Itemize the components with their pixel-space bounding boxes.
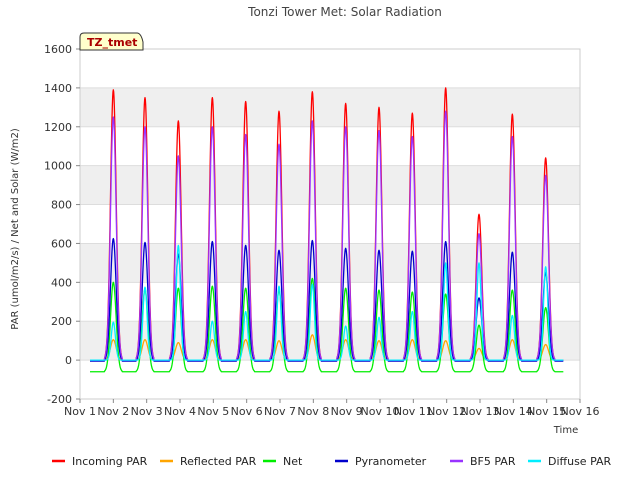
y-tick-label: 0 [65, 354, 72, 367]
grid-band [80, 321, 580, 361]
grid-band [80, 87, 580, 127]
chart-title: Tonzi Tower Met: Solar Radiation [247, 5, 442, 19]
x-tick-label: Nov 4 [164, 405, 196, 418]
series-line-net [89, 277, 564, 373]
legend: Incoming PAR Reflected PAR Net Pyranometer B… [52, 455, 612, 468]
legend-label: Reflected PAR [180, 455, 257, 468]
legend-item: Incoming PAR [52, 455, 148, 468]
series-lines [89, 87, 564, 373]
legend-item: Reflected PAR [160, 455, 257, 468]
legend-item: Pyranometer [335, 455, 427, 468]
y-tick-label: 200 [51, 315, 72, 328]
x-tick-label: Nov 5 [197, 405, 229, 418]
plot-frame [79, 48, 581, 400]
x-tick-label: Nov 13 [461, 405, 500, 418]
y-tick-label: 1600 [44, 43, 72, 56]
legend-label: Net [283, 455, 303, 468]
y-tick-label: 400 [51, 276, 72, 289]
legend-label: Incoming PAR [72, 455, 148, 468]
grid-band [80, 165, 580, 205]
y-tick-label: 1400 [44, 82, 72, 95]
y-tick-label: 1000 [44, 160, 72, 173]
legend-item: BF5 PAR [450, 455, 516, 468]
x-tick-label: Nov 12 [427, 405, 466, 418]
legend-label: Pyranometer [355, 455, 427, 468]
legend-item: Net [263, 455, 303, 468]
x-tick-label: Nov 3 [131, 405, 163, 418]
station-tag-label: TZ_tmet [87, 36, 137, 49]
legend-label: Diffuse PAR [548, 455, 612, 468]
x-tick-label: Nov 10 [361, 405, 400, 418]
x-tick-label: Nov 6 [231, 405, 263, 418]
x-tick-label: Nov 8 [297, 405, 329, 418]
x-tick-label: Nov 15 [527, 405, 566, 418]
plot-background [80, 49, 580, 399]
y-axis-title: PAR (umol/m2/s) / Net and Solar (W/m2) [10, 128, 21, 330]
y-tick-label: 800 [51, 199, 72, 212]
station-tag: TZ_tmet [79, 32, 144, 51]
x-tick-label: Nov 7 [264, 405, 296, 418]
x-tick-label: Nov 1 [64, 405, 96, 418]
grid-band [80, 243, 580, 283]
y-tick-label: 600 [51, 237, 72, 250]
y-tick-label: -200 [47, 393, 72, 406]
x-tick-label: Nov 16 [561, 405, 600, 418]
legend-label: BF5 PAR [470, 455, 516, 468]
x-axis-title: Time [553, 425, 578, 436]
y-tick-label: 1200 [44, 121, 72, 134]
legend-item: Diffuse PAR [528, 455, 612, 468]
x-tick-label: Nov 2 [97, 405, 129, 418]
series-line-diffuse-par [89, 244, 564, 361]
x-tick-label: Nov 14 [494, 405, 533, 418]
x-tick-label: Nov 11 [394, 405, 433, 418]
series-line-pyranometer [89, 237, 564, 362]
x-tick-label: Nov 9 [331, 405, 363, 418]
